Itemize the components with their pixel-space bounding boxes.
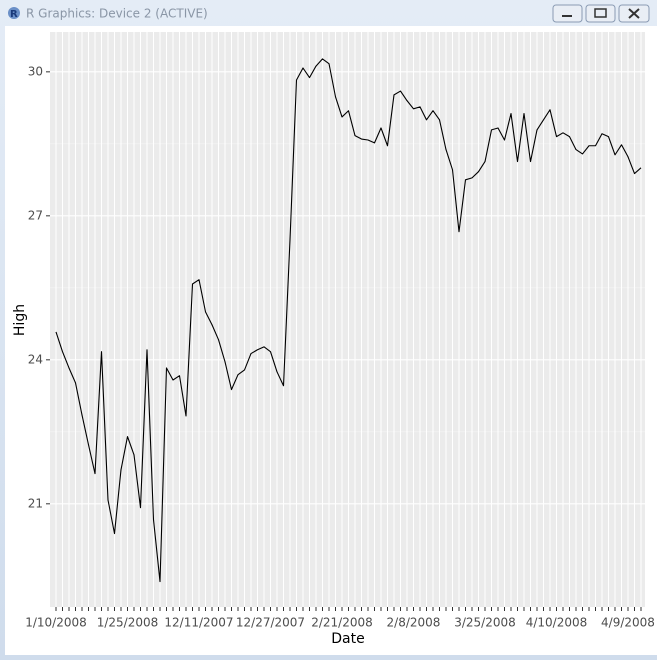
x-tick-label: 2/8/2008 — [387, 616, 441, 630]
x-tick-label: 12/11/2007 — [164, 616, 233, 630]
x-tick-label: 12/27/2007 — [236, 616, 305, 630]
maximize-icon — [594, 8, 607, 18]
x-tick-label: 1/10/2008 — [25, 616, 87, 630]
window-title: R Graphics: Device 2 (ACTIVE) — [26, 7, 208, 21]
y-axis-title: High — [12, 304, 28, 336]
y-tick-label: 30 — [28, 64, 43, 78]
y-tick-label: 24 — [28, 352, 43, 366]
x-tick-label: 1/25/2008 — [97, 616, 159, 630]
y-tick-label: 21 — [28, 496, 43, 510]
plot: 21 24 27 30 1/10/2008 1/25/2008 12/11/2007 12/2… — [25, 32, 655, 630]
app-icon — [8, 7, 20, 19]
x-tick-label: 3/25/2008 — [454, 616, 516, 630]
close-icon — [628, 8, 640, 19]
data-line — [55, 58, 642, 583]
x-axis-title: Date — [331, 631, 364, 647]
maximize-button[interactable] — [585, 4, 616, 23]
minimize-button[interactable] — [552, 4, 583, 23]
x-tick-label: 2/21/2008 — [311, 616, 373, 630]
app-icon-letter: R — [10, 9, 18, 20]
window-buttons — [552, 4, 650, 23]
x-tick-label: 4/9/2008 — [601, 616, 655, 630]
x-tick-label: 4/10/2008 — [526, 616, 588, 630]
y-tick-label: 27 — [28, 208, 43, 222]
plot-panel — [50, 32, 645, 607]
